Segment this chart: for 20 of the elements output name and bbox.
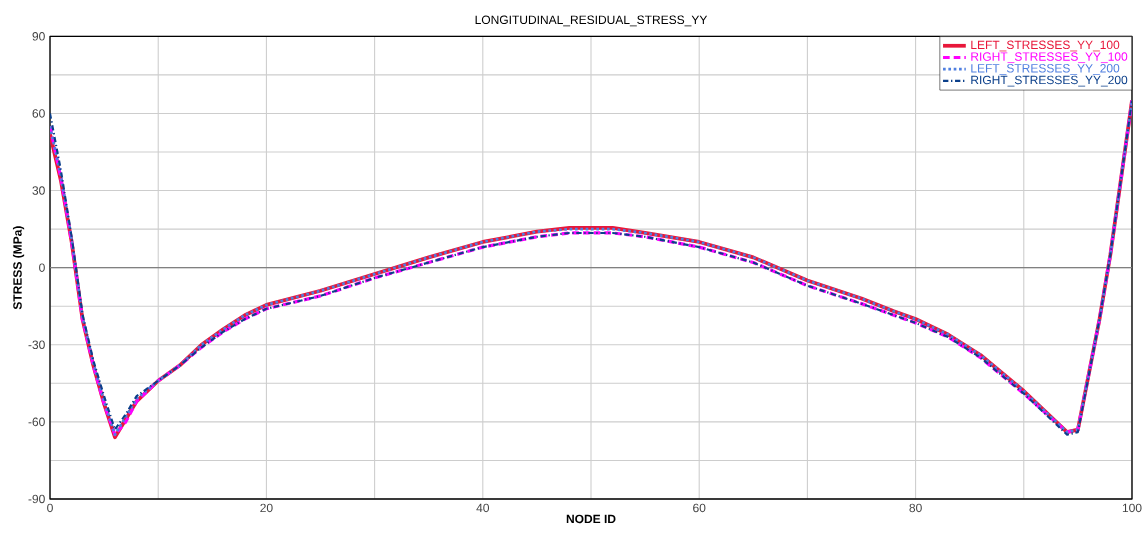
legend-label: LEFT_STRESSES_YY_200 — [971, 64, 1120, 75]
x-tick-label: 100 — [1122, 503, 1142, 513]
x-axis-title: NODE ID — [566, 514, 616, 524]
x-tick-label: 60 — [693, 503, 706, 513]
y-tick-label: 60 — [32, 109, 45, 118]
legend-label: LEFT_STRESSES_YY_100 — [971, 40, 1120, 52]
chart-title: LONGITUDINAL_RESIDUAL_STRESS_YY — [475, 15, 708, 27]
y-tick-label: -30 — [28, 340, 45, 350]
x-tick-label: 20 — [260, 503, 273, 513]
x-tick-label: 40 — [476, 503, 490, 513]
x-tick-label: 80 — [909, 503, 922, 513]
y-tick-label: 90 — [32, 32, 45, 41]
y-tick-label: -60 — [28, 417, 45, 427]
legend-label: RIGHT_STRESSES_YY_100 — [971, 52, 1128, 64]
y-tick-label: 30 — [32, 186, 45, 195]
y-tick-label: -90 — [28, 494, 45, 504]
y-tick-label: 0 — [39, 263, 45, 272]
legend-label: RIGHT_STRESSES_YY_200 — [971, 75, 1128, 87]
x-tick-label: 0 — [47, 503, 53, 513]
y-axis-title: STRESS (MPa) — [12, 226, 25, 310]
